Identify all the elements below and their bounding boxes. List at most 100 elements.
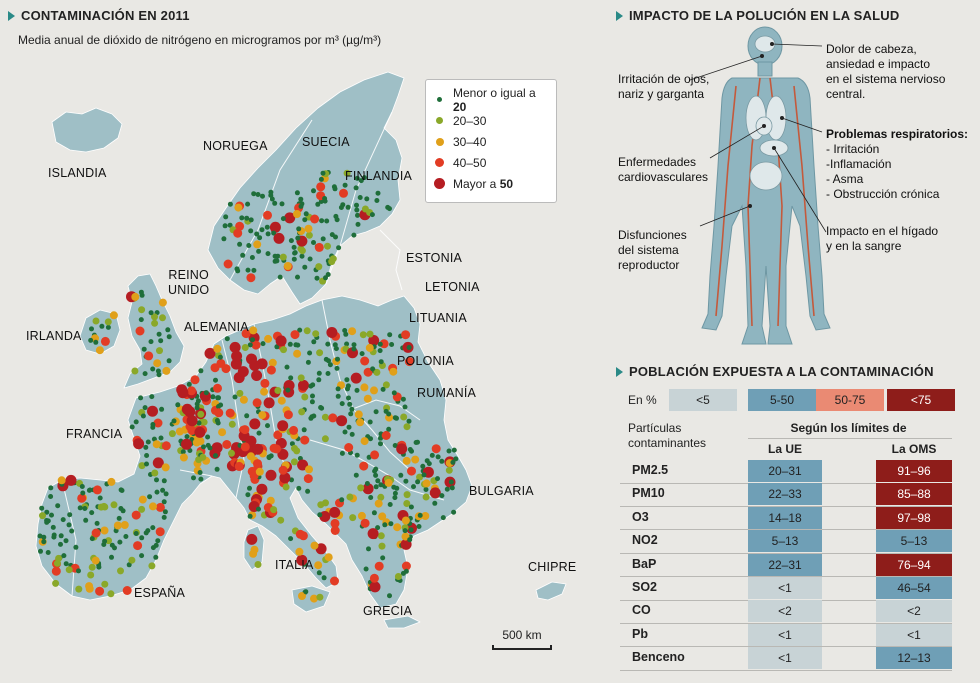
station-dot [148, 562, 156, 570]
row-divider [620, 622, 952, 624]
station-dot [162, 509, 168, 515]
station-dot [263, 210, 272, 220]
legend-item: Mayor a 50 [434, 173, 548, 194]
station-dot [446, 448, 452, 454]
row-divider [620, 576, 952, 578]
station-dot [348, 411, 354, 417]
station-dot [322, 499, 329, 507]
station-dot [144, 453, 150, 458]
station-dot [278, 465, 288, 475]
station-dot [61, 553, 67, 559]
station-dot [357, 484, 365, 492]
station-dot [138, 495, 147, 504]
station-dot [373, 484, 379, 490]
station-dot [142, 405, 148, 411]
station-dot [239, 215, 245, 221]
station-dot [321, 575, 327, 581]
station-dot [310, 393, 315, 399]
station-dot [297, 327, 303, 333]
station-dot [416, 524, 422, 529]
station-dot [373, 409, 379, 415]
station-dot [77, 505, 83, 511]
station-dot [288, 238, 294, 244]
station-dot [401, 516, 410, 525]
station-dot [274, 344, 280, 350]
station-dot [297, 459, 309, 471]
station-dot [192, 438, 201, 447]
station-dot [272, 200, 278, 206]
label-polonia: POLONIA [397, 354, 454, 368]
station-dot [367, 528, 379, 540]
station-dot [354, 387, 360, 393]
station-dot [251, 191, 257, 197]
value-cell-oms: 85–88 [876, 483, 952, 506]
station-dot [131, 510, 141, 520]
value-cell-ue: 20–31 [748, 460, 822, 482]
station-dot [375, 478, 381, 484]
station-dot [123, 534, 129, 539]
station-dot [277, 396, 286, 405]
station-dot [249, 255, 255, 260]
row-divider [620, 646, 952, 648]
population-title-text: POBLACIÓN EXPUESTA A LA CONTAMINACIÓN [629, 364, 934, 379]
station-dot [334, 217, 340, 223]
station-dot [346, 424, 352, 430]
station-dot [283, 410, 293, 420]
station-dot [138, 395, 144, 401]
station-dot [250, 337, 255, 343]
station-dot [316, 349, 324, 357]
station-dot [378, 435, 383, 441]
station-dot [406, 345, 412, 350]
station-dot [293, 210, 301, 218]
station-dot [264, 224, 270, 230]
station-dot [334, 365, 340, 371]
value-cell-oms: 46–54 [876, 577, 952, 599]
station-dot [161, 514, 167, 520]
station-dot [234, 203, 243, 212]
label-eyes-effects: Irritación de ojos, nariz y garganta [618, 72, 710, 101]
station-dot [122, 586, 132, 595]
label-espana: ESPAÑA [134, 586, 185, 600]
station-dot [302, 264, 308, 270]
particles-header: Partículas contaminantes [628, 421, 707, 450]
station-dot [161, 463, 170, 472]
station-dot [73, 544, 79, 550]
station-dot [318, 176, 324, 182]
station-dot [351, 346, 357, 352]
legend-label: 40–50 [453, 155, 487, 170]
station-dot [133, 419, 139, 425]
station-dot [284, 364, 290, 370]
station-dot [277, 274, 283, 280]
station-dot [223, 259, 233, 269]
station-dot [89, 510, 95, 516]
station-dot [215, 420, 221, 426]
legend-label: 30–40 [453, 134, 487, 149]
station-dot [197, 410, 205, 418]
iceland-shape [51, 107, 123, 153]
station-dot [129, 424, 135, 430]
station-dot [251, 340, 261, 350]
station-dot [354, 452, 360, 458]
station-dot [133, 541, 143, 551]
station-dot [279, 253, 287, 261]
station-dot [50, 524, 56, 530]
station-dot [203, 390, 209, 396]
station-dot [400, 396, 406, 402]
station-dot [344, 443, 354, 452]
station-dot [147, 494, 153, 500]
station-dot [163, 491, 169, 497]
station-dot [100, 336, 110, 346]
label-head-effects: Dolor de cabeza, ansiedad e impacto en e… [826, 42, 946, 101]
station-dot [368, 335, 380, 346]
station-dot [184, 434, 190, 440]
station-dot [223, 214, 229, 220]
station-dot [138, 289, 144, 295]
station-dot [282, 483, 290, 491]
station-dot [354, 175, 360, 181]
station-dot [416, 473, 424, 481]
organs [745, 95, 789, 191]
station-dot [204, 347, 216, 359]
station-dot [364, 481, 370, 486]
station-dot [89, 536, 95, 542]
station-dot [87, 571, 95, 579]
